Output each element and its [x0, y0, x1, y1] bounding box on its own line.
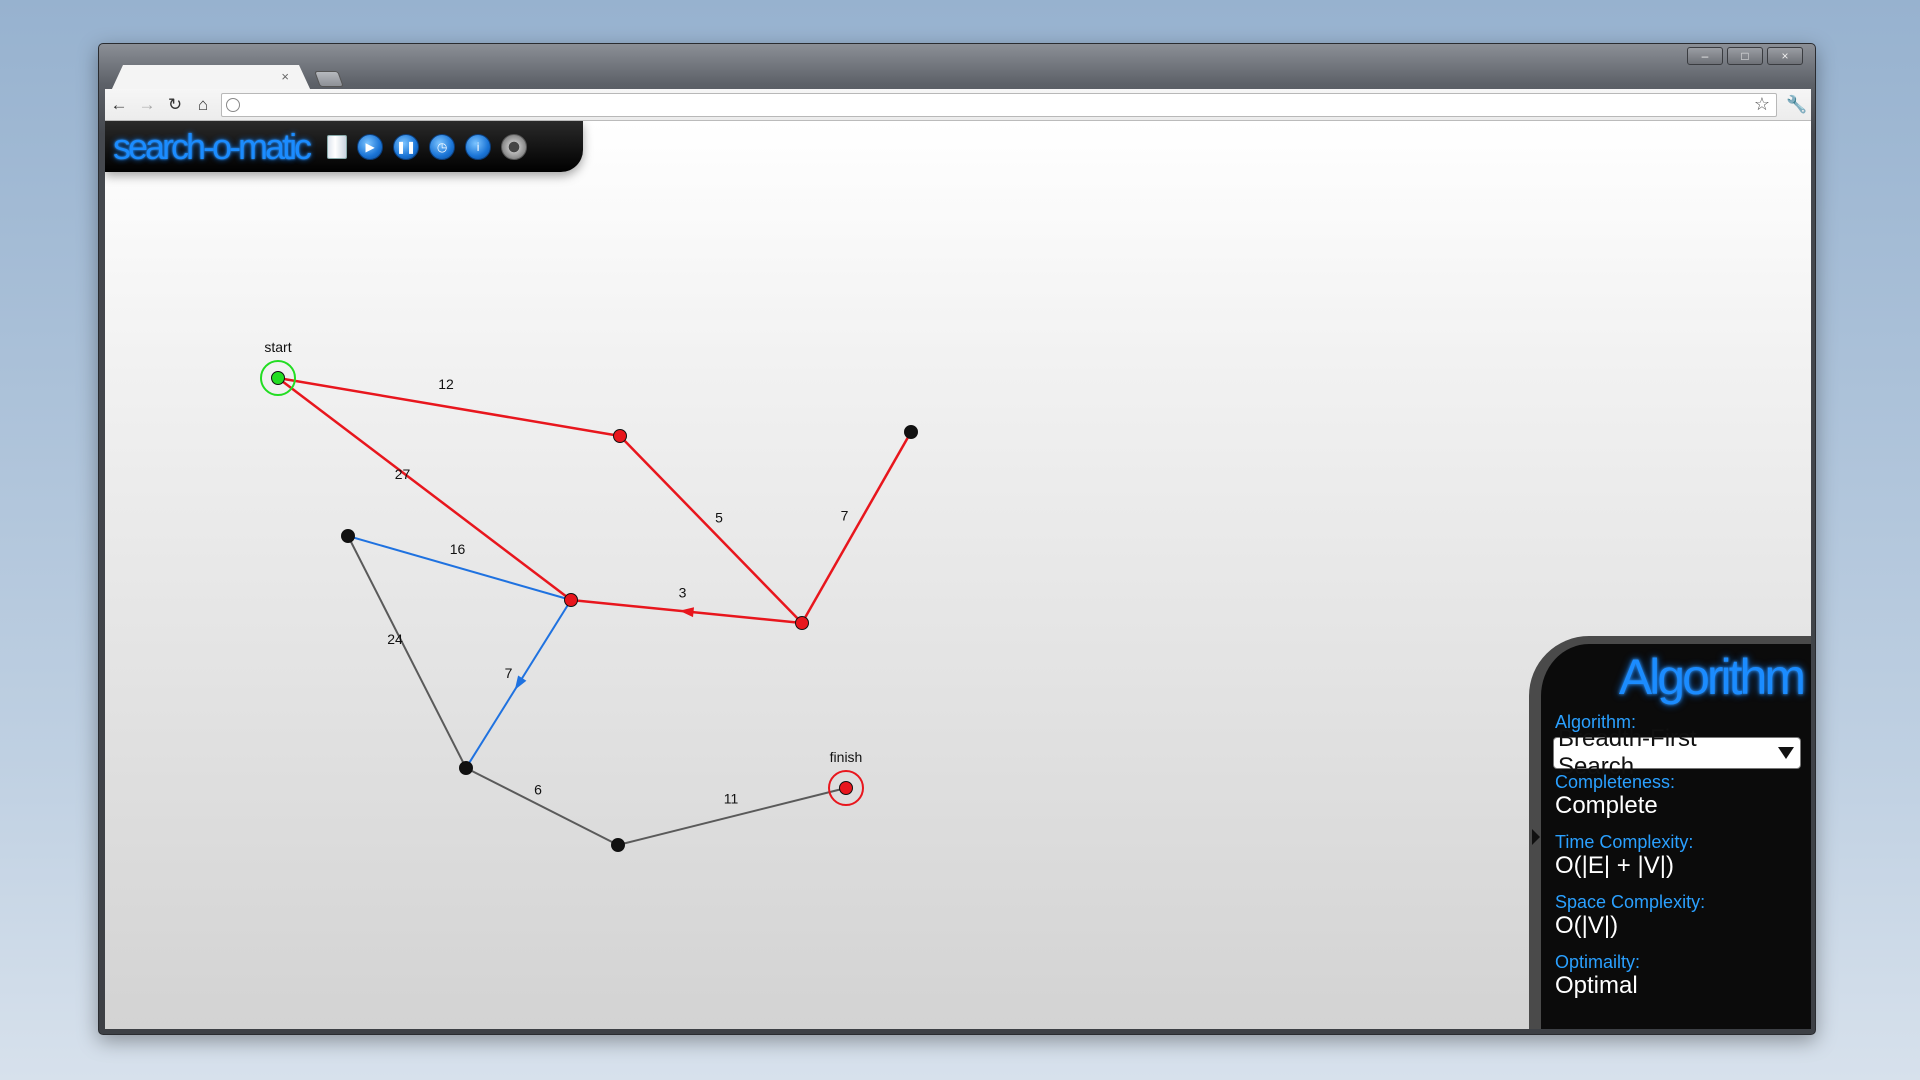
- minimize-button[interactable]: –: [1687, 47, 1723, 65]
- graph-node[interactable]: [613, 429, 627, 443]
- home-button[interactable]: ⌂: [189, 91, 217, 119]
- browser-window: – □ × × ← → ↻ ⌂ ☆ 🔧 12 27 5 7 3 16 7 24 6 11 start…: [98, 43, 1816, 1035]
- back-button[interactable]: ←: [105, 91, 133, 119]
- edge-weight-label: 12: [438, 376, 454, 392]
- graph-node[interactable]: [611, 838, 625, 852]
- bookmark-star-icon[interactable]: ☆: [1753, 94, 1770, 114]
- algorithm-label: Algorithm:: [1555, 712, 1637, 732]
- chevron-down-icon: [1778, 747, 1794, 759]
- graph-node[interactable]: [564, 593, 578, 607]
- edge-weight-label: 24: [387, 631, 403, 647]
- panel-collapse-icon[interactable]: [1532, 829, 1540, 845]
- finish-node-ring: [828, 770, 864, 806]
- space-complexity-label: Space Complexity:: [1555, 892, 1706, 912]
- address-bar[interactable]: ☆: [221, 92, 1777, 117]
- window-controls: – □ ×: [1687, 47, 1803, 65]
- completeness-value: Complete: [1555, 792, 1658, 819]
- new-tab-button[interactable]: [314, 71, 344, 87]
- info-icon[interactable]: i: [465, 133, 492, 160]
- graph-edge[interactable]: [800, 431, 913, 624]
- finish-label: finish: [830, 749, 863, 765]
- algorithm-select-value: Breadth-First Search: [1558, 725, 1697, 780]
- start-label: start: [264, 339, 291, 355]
- graph-node[interactable]: [341, 529, 355, 543]
- browser-tab[interactable]: ×: [111, 65, 311, 91]
- edge-direction-arrow: [679, 607, 694, 618]
- start-node[interactable]: [271, 371, 285, 385]
- graph-node[interactable]: [795, 616, 809, 630]
- time-complexity-value: O(|E| + |V|): [1555, 852, 1674, 879]
- play-icon[interactable]: ▶: [357, 133, 384, 160]
- time-complexity-label: Time Complexity:: [1555, 832, 1694, 852]
- graph-node[interactable]: [459, 761, 473, 775]
- edge-direction-arrow: [514, 675, 527, 690]
- edge-weight-label: 27: [395, 466, 411, 482]
- history-icon[interactable]: ◷: [429, 133, 456, 160]
- edge-weight-label: 7: [505, 665, 513, 681]
- optimality-label: Optimailty:: [1555, 952, 1641, 972]
- search-graph[interactable]: 12 27 5 7 3 16 7 24 6 11 start finish: [105, 121, 1811, 1029]
- graph-edge[interactable]: [617, 787, 847, 846]
- start-node-ring: [260, 360, 296, 396]
- forward-arrow-icon: →: [138, 94, 156, 114]
- app-toolbar: search-o-matic ▶ ❚❚ ◷ i: [105, 121, 583, 172]
- page-content: 12 27 5 7 3 16 7 24 6 11 start finish search-o-mati…: [105, 121, 1811, 1029]
- algorithm-panel: Algorithm Algorithm: Breadth-First Searc…: [1529, 636, 1811, 1029]
- browser-toolbar: ← → ↻ ⌂ ☆ 🔧: [105, 89, 1811, 121]
- edge-weight-label: 7: [841, 508, 849, 524]
- edge-weight-label: 5: [715, 510, 723, 526]
- pause-icon[interactable]: ❚❚: [393, 133, 420, 160]
- graph-node[interactable]: [904, 425, 918, 439]
- home-icon: ⌂: [197, 94, 209, 114]
- graph-edge[interactable]: [347, 535, 467, 769]
- edge-weight-label: 16: [450, 541, 466, 557]
- edge-weight-label: 6: [534, 782, 542, 798]
- tab-strip: ×: [107, 63, 507, 91]
- tab-close-icon[interactable]: ×: [281, 69, 289, 84]
- back-arrow-icon: ←: [110, 94, 128, 114]
- wrench-menu-button[interactable]: 🔧: [1783, 91, 1811, 119]
- completeness-label: Completeness:: [1555, 772, 1676, 792]
- url-input[interactable]: [246, 94, 1754, 115]
- graph-edge[interactable]: [277, 376, 621, 438]
- edge-weight-label: 3: [679, 585, 687, 601]
- forward-button[interactable]: →: [133, 91, 161, 119]
- panel-title: Algorithm: [1618, 649, 1806, 705]
- close-window-button[interactable]: ×: [1767, 47, 1803, 65]
- document-icon[interactable]: [327, 134, 348, 159]
- graph-edge[interactable]: [465, 767, 619, 846]
- globe-icon: [226, 97, 240, 112]
- maximize-button[interactable]: □: [1727, 47, 1763, 65]
- space-complexity-value: O(|V|): [1555, 912, 1619, 939]
- finish-node[interactable]: [839, 781, 853, 795]
- graph-edge[interactable]: [619, 435, 803, 624]
- app-logo: search-o-matic: [113, 125, 312, 167]
- graph-edge[interactable]: [277, 377, 572, 601]
- optimality-value: Optimal: [1555, 972, 1638, 999]
- wrench-icon: 🔧: [1786, 94, 1808, 114]
- edge-weight-label: 11: [724, 791, 739, 807]
- graph-edge[interactable]: [347, 535, 572, 601]
- algorithm-select[interactable]: Breadth-First Search: [1553, 725, 1801, 780]
- gear-icon[interactable]: [501, 133, 528, 160]
- reload-icon: ↻: [167, 94, 183, 114]
- reload-button[interactable]: ↻: [161, 91, 189, 119]
